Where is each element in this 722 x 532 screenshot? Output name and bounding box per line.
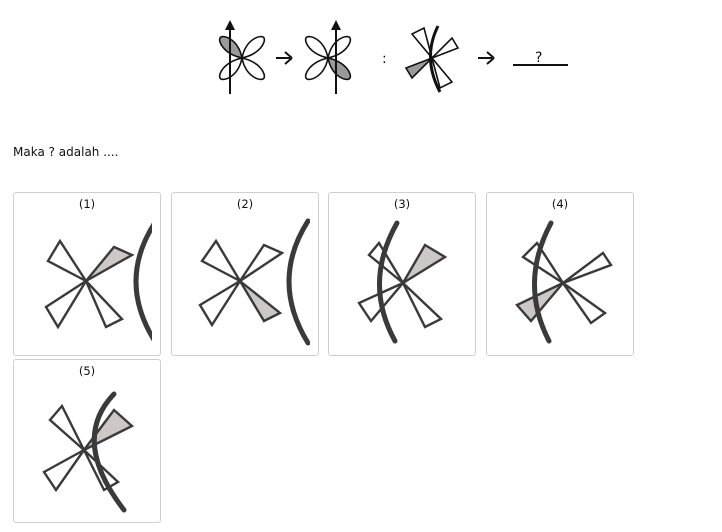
option-label: (3) [393, 197, 411, 211]
separator-colon: : [382, 51, 387, 67]
arrow-1 [276, 51, 293, 65]
option-figure [198, 218, 310, 346]
option-card-5[interactable]: (5) [13, 359, 161, 523]
petal-upper-right [240, 35, 266, 60]
option-figure [42, 391, 135, 513]
option-label: (1) [78, 197, 96, 211]
curved-bar [428, 25, 442, 93]
option-card-3[interactable]: (3) [328, 192, 476, 356]
answer-blank-mark: ? [535, 50, 542, 66]
option-label: (4) [551, 197, 569, 211]
option-card-4[interactable]: (4) [486, 192, 634, 356]
bowtie-figure [404, 25, 460, 93]
option-label: (2) [236, 197, 254, 211]
petal-lower-right [240, 56, 266, 81]
option-card-1[interactable]: (1) [13, 192, 161, 356]
flower-2 [304, 20, 352, 94]
option-figure [515, 220, 613, 344]
question-svg: : ? [218, 20, 568, 94]
arrow-head-icon-2 [331, 20, 341, 30]
option-card-2[interactable]: (2) [171, 192, 319, 356]
arrow-2 [478, 51, 495, 65]
option-figure [357, 220, 448, 344]
question-figure: : ? [210, 18, 580, 98]
arrow-head-icon [225, 20, 235, 30]
option-label: (5) [78, 364, 96, 378]
option-figure [44, 222, 152, 342]
flower-1 [218, 20, 266, 94]
question-prompt: Maka ? adalah .... [13, 145, 119, 159]
